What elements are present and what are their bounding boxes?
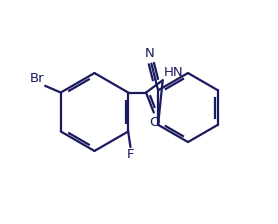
Text: N: N <box>144 47 154 60</box>
Text: O: O <box>150 116 160 129</box>
Text: HN: HN <box>164 66 183 79</box>
Text: Br: Br <box>29 72 44 85</box>
Text: F: F <box>127 148 134 161</box>
